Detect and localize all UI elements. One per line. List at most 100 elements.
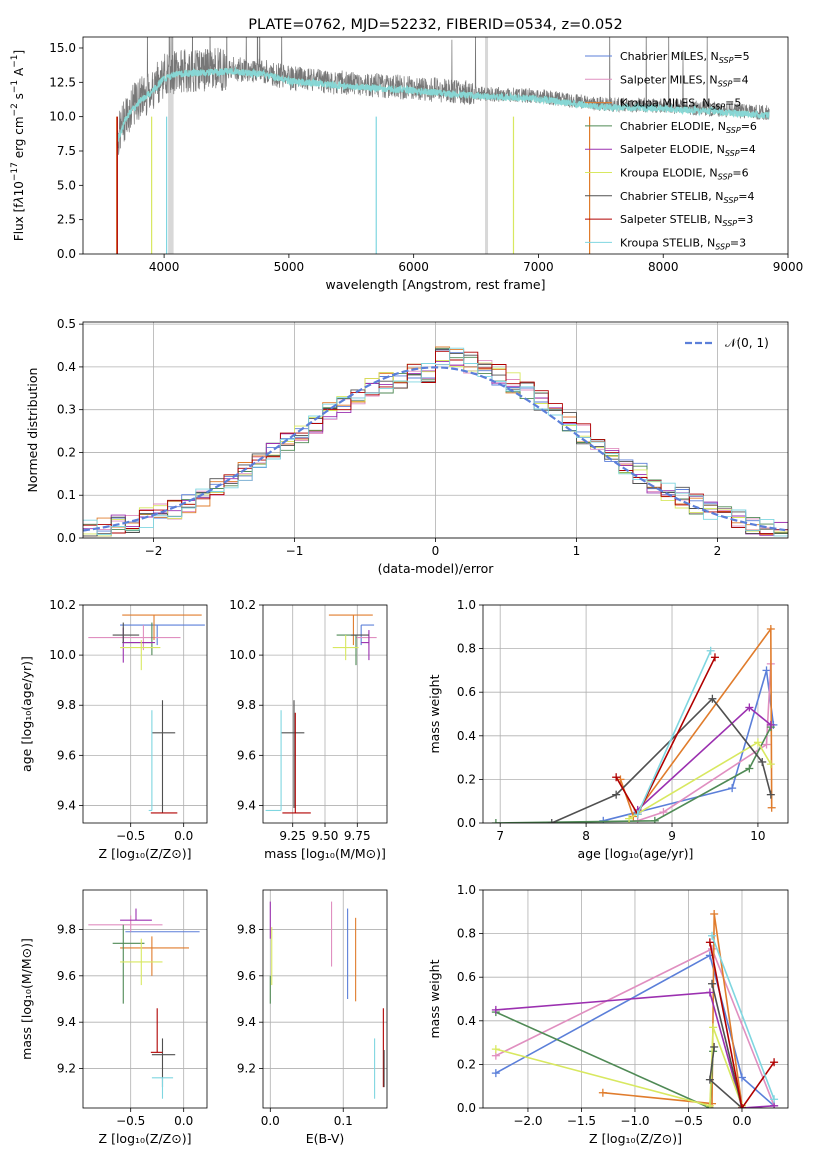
series-marker — [547, 819, 556, 823]
series-marker — [762, 666, 771, 675]
errorbar-point — [120, 640, 161, 671]
series-line — [709, 942, 775, 1108]
axes-frame — [482, 889, 789, 1109]
series-marker — [625, 814, 634, 823]
x-tick-label: −1.0 — [620, 1114, 649, 1128]
errorbar-point — [120, 938, 163, 986]
errorbar-point — [328, 614, 373, 646]
legend: Chabrier MILES, NSSP=5 Salpeter MILES, NS… — [585, 50, 757, 251]
legend-entry: Salpeter ELODIE, NSSP=4 — [620, 143, 756, 158]
series-marker — [650, 816, 659, 823]
y-tick-label: 10.2 — [49, 598, 76, 612]
series-line — [495, 954, 775, 1107]
axes-frame — [82, 889, 208, 1109]
errorbar-point — [332, 635, 359, 661]
y-tick-label: 0.2 — [457, 1057, 476, 1071]
series-marker — [710, 1042, 719, 1051]
x-axis-label: mass [log₁₀(M/M⊙)] — [264, 846, 386, 861]
plot-area — [265, 614, 377, 814]
series-line — [495, 726, 772, 823]
series-marker — [706, 646, 715, 655]
y-tick-label: 0.6 — [457, 685, 476, 699]
gaussian-curve — [83, 366, 786, 532]
y-tick-label: 9.6 — [237, 969, 256, 983]
y-tick-label: 0.6 — [457, 970, 476, 984]
series-marker — [491, 1069, 500, 1078]
series-line — [602, 913, 743, 1106]
series-marker — [766, 720, 775, 729]
x-tick-label: −1 — [286, 544, 304, 558]
y-tick-label: 1.0 — [457, 598, 476, 612]
series-marker — [491, 1005, 500, 1014]
y-tick-label: 9.8 — [57, 698, 76, 712]
x-tick-label: −0.5 — [116, 829, 145, 843]
x-tick-label: −0.5 — [674, 1114, 703, 1128]
x-tick-label: 6000 — [398, 260, 429, 274]
errorbar-point — [88, 915, 163, 932]
panel-mass-vs-EBV: 0.0 0.1 9.2 9.4 9.6 9.8 E(B-V) — [237, 889, 388, 1146]
legend-entry: Kroupa MILES, NSSP=5 — [620, 97, 741, 112]
series-marker — [612, 790, 621, 799]
errorbar-point — [122, 614, 202, 641]
y-axis-label: mass [log₁₀(M/M⊙)] — [19, 938, 34, 1060]
axes-frame — [82, 604, 208, 824]
y-tick-label: 9.2 — [237, 1062, 256, 1076]
plot-area — [491, 909, 779, 1108]
y-tick-label: 9.6 — [57, 748, 76, 762]
panel-spectrum: 4000 5000 6000 7000 8000 9000 0.0 2.5 5.0 7.5 10.0… — [10, 36, 804, 292]
x-tick-label: −2 — [145, 544, 163, 558]
y-tick-label: 9.4 — [57, 1015, 76, 1029]
errorbar-point — [282, 712, 311, 814]
series-marker — [708, 979, 717, 988]
y-axis-label: Flux [fλ10−17 erg cm−2 s−1 A−1] — [10, 50, 26, 241]
series-line — [619, 626, 773, 819]
errorbar-point — [88, 625, 181, 651]
plot-area — [491, 624, 778, 823]
series-marker — [708, 694, 717, 703]
y-axis-label: mass weight — [427, 674, 442, 753]
y-axis-label: mass weight — [427, 959, 442, 1038]
plot-area — [88, 908, 200, 1099]
x-tick-label: 1 — [573, 544, 581, 558]
errorbar-point — [265, 710, 282, 812]
plot-area — [88, 614, 205, 814]
x-tick-label: 10 — [750, 829, 765, 843]
x-tick-label: −0.5 — [116, 1114, 145, 1128]
errorbar-point — [148, 710, 153, 812]
errorbar-point — [120, 936, 189, 976]
y-tick-label: 10.0 — [229, 648, 256, 662]
panel-age-vs-mass: 9.25 9.50 9.75 9.4 9.6 9.8 10.0 10.2 mass [log₁₀… — [229, 598, 388, 861]
legend-entry: Chabrier MILES, NSSP=5 — [620, 50, 750, 65]
legend-entry: Chabrier STELIB, NSSP=4 — [620, 190, 754, 205]
series-marker — [770, 1058, 779, 1067]
plot-area — [116, 37, 770, 254]
x-tick-label: 9.75 — [344, 829, 371, 843]
plot-area — [269, 901, 385, 1099]
series-line — [711, 935, 775, 1100]
series-marker — [705, 1075, 714, 1084]
x-tick-label: 0.0 — [261, 1114, 280, 1128]
x-tick-label: 9 — [668, 829, 676, 843]
y-axis-label: Normed distribution — [25, 368, 40, 493]
chart-title: PLATE=0762, MJD=52232, FIBERID=0534, z=0… — [248, 17, 622, 33]
y-tick-label: 9.4 — [57, 798, 76, 812]
x-tick-label: 8 — [582, 829, 590, 843]
y-tick-label: 2.5 — [57, 213, 76, 227]
axes-frame — [82, 321, 789, 539]
x-tick-label: 0.0 — [174, 829, 193, 843]
y-tick-label: 7.5 — [57, 144, 76, 158]
series-marker — [758, 757, 767, 766]
axes-frame — [262, 604, 388, 824]
axes-frame — [82, 36, 789, 255]
series-marker — [633, 810, 642, 819]
y-tick-label: 9.2 — [57, 1062, 76, 1076]
y-tick-label: 12.5 — [49, 75, 76, 89]
y-tick-label: 0.2 — [57, 445, 76, 459]
series-marker — [598, 1088, 607, 1097]
series-line — [637, 663, 772, 822]
legend-entry: 𝒩(0, 1) — [725, 336, 769, 350]
series-marker — [708, 931, 717, 940]
x-tick-label: 9000 — [773, 260, 804, 274]
legend-entry: Kroupa ELODIE, NSSP=6 — [620, 167, 749, 182]
y-tick-label: 9.4 — [237, 798, 256, 812]
